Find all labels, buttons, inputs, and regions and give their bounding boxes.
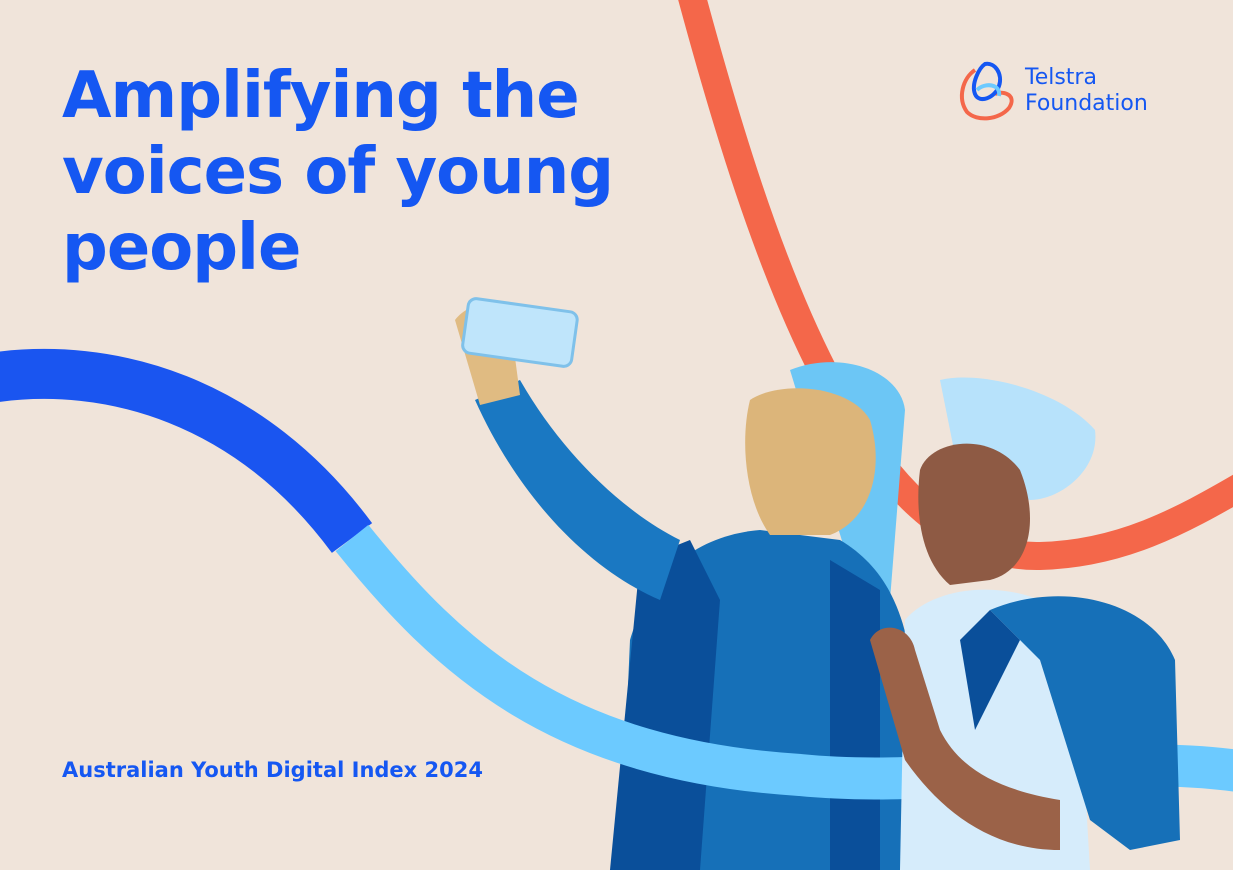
logo-line: Telstra	[1025, 65, 1097, 90]
logo-line: Foundation	[1025, 91, 1148, 116]
logo: Telstra Foundation	[955, 60, 1148, 122]
blue-ribbon	[0, 348, 373, 553]
title: Amplifying the voices of young people	[62, 58, 614, 286]
logo-mark	[959, 61, 1014, 121]
title-line: people	[62, 211, 301, 285]
logo-text: Telstra Foundation	[1025, 65, 1148, 117]
boy-figure	[455, 297, 920, 870]
girl-figure	[870, 377, 1180, 870]
title-line: voices of young	[62, 135, 614, 209]
title-line: Amplifying the	[62, 59, 580, 133]
subtitle: Australian Youth Digital Index 2024	[62, 758, 483, 782]
